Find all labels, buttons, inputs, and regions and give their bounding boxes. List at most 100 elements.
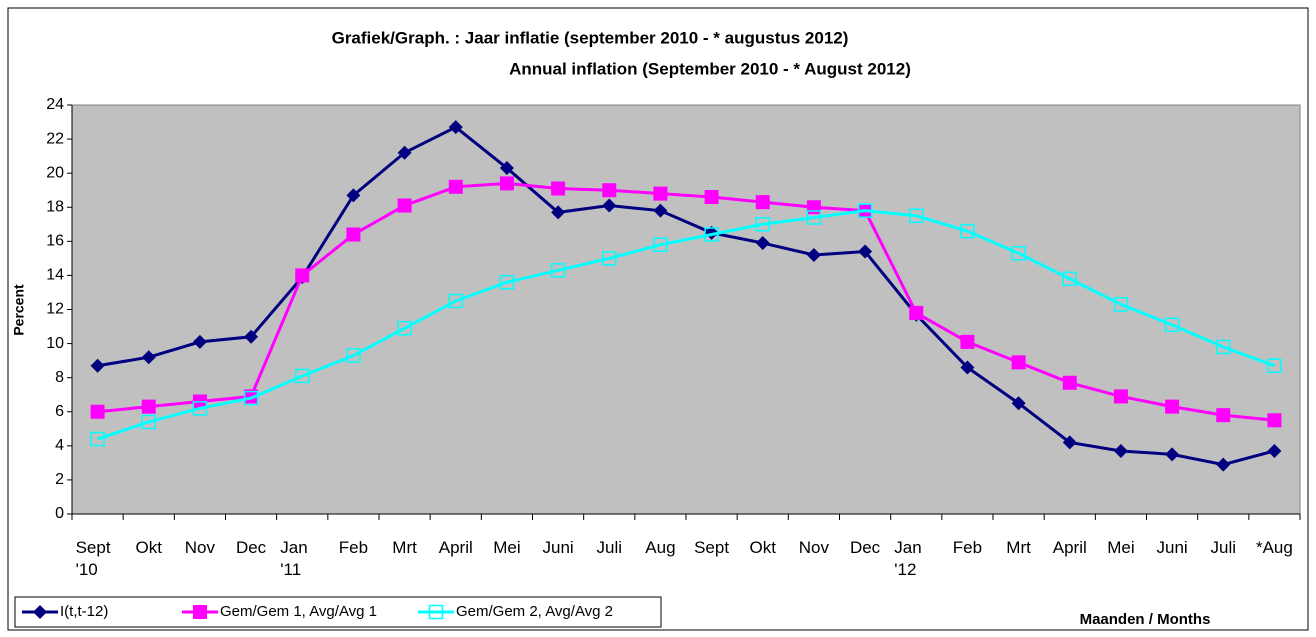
marker <box>1113 443 1128 458</box>
x-tick-label: Okt <box>135 538 162 557</box>
y-tick-label: 4 <box>55 437 64 454</box>
marker <box>858 244 873 259</box>
x-tick-label: Nov <box>798 538 830 557</box>
marker <box>1216 339 1231 355</box>
x-tick-label: Mrt <box>1006 538 1031 557</box>
x-tick-label: Jan '11 <box>280 538 308 579</box>
marker <box>1267 358 1282 373</box>
x-tick-label: Mrt <box>392 538 417 557</box>
marker <box>909 208 924 224</box>
y-tick-label: 2 <box>55 471 64 488</box>
x-axis-label: Maanden / Months <box>1080 611 1211 628</box>
x-tick-label: Dec <box>235 538 267 557</box>
x-tick-label: Dec <box>849 538 881 557</box>
marker <box>1165 399 1180 414</box>
marker <box>755 236 770 251</box>
marker <box>1165 447 1180 462</box>
marker <box>1164 317 1180 333</box>
marker <box>602 183 617 198</box>
series-line <box>97 125 1275 467</box>
x-tick-label: Feb <box>952 538 983 557</box>
marker <box>653 186 668 201</box>
marker <box>806 247 821 262</box>
marker <box>244 329 259 344</box>
marker <box>551 181 566 196</box>
x-tick-label: Juni <box>1156 538 1188 557</box>
y-tick-label: 24 <box>46 96 64 113</box>
marker <box>192 401 208 416</box>
marker <box>755 217 770 232</box>
x-tick-label: Okt <box>749 538 776 557</box>
marker <box>1062 375 1077 390</box>
x-tick-label: Juli <box>1210 538 1236 557</box>
legend-label: I(t,t-12) <box>60 603 108 620</box>
marker <box>141 350 156 365</box>
y-tick-label: 0 <box>55 505 64 522</box>
chart-title: Grafiek/Graph. : Jaar inflatie (septembe… <box>332 28 849 47</box>
x-tick-label: Sept '10 <box>75 538 111 579</box>
marker <box>192 334 207 349</box>
marker <box>960 334 975 349</box>
marker <box>806 200 821 215</box>
marker <box>602 198 617 213</box>
marker <box>704 190 719 205</box>
x-tick-label: Aug <box>645 538 676 557</box>
y-tick-label: 22 <box>46 130 64 147</box>
marker <box>909 305 924 320</box>
marker <box>857 203 873 218</box>
x-tick-label: Juni <box>542 538 574 557</box>
marker <box>960 223 975 239</box>
marker <box>551 205 566 220</box>
y-tick-label: 8 <box>55 369 64 386</box>
marker <box>1113 297 1129 312</box>
marker <box>346 227 361 242</box>
y-tick-label: 16 <box>46 233 64 250</box>
marker <box>448 293 463 309</box>
y-tick-label: 20 <box>46 164 64 181</box>
marker <box>1267 443 1282 458</box>
marker <box>346 188 361 203</box>
marker <box>704 227 719 242</box>
marker <box>1011 355 1026 370</box>
marker <box>602 251 617 266</box>
x-tick-label: Mei <box>493 538 521 557</box>
marker <box>653 203 668 218</box>
marker <box>295 268 310 283</box>
marker <box>653 237 668 252</box>
marker <box>755 195 770 210</box>
marker <box>1216 408 1231 423</box>
x-tick-label: *Aug <box>1255 538 1293 557</box>
marker <box>1062 271 1077 287</box>
series-line <box>97 209 1275 441</box>
marker <box>499 274 515 290</box>
marker <box>90 404 105 419</box>
marker <box>448 179 463 194</box>
marker <box>1216 457 1231 472</box>
marker <box>499 161 514 176</box>
y-tick-label: 12 <box>46 301 64 318</box>
series-line <box>97 181 1275 422</box>
marker <box>141 399 156 414</box>
marker <box>243 390 259 406</box>
marker <box>90 358 105 373</box>
marker <box>397 145 412 160</box>
y-tick-label: 10 <box>46 335 64 352</box>
marker <box>448 120 463 135</box>
x-tick-label: Feb <box>338 538 369 557</box>
marker <box>1011 396 1026 411</box>
y-tick-label: 18 <box>46 198 64 215</box>
y-tick-label: 6 <box>55 403 64 420</box>
legend-marker <box>33 605 47 619</box>
marker <box>346 348 361 363</box>
marker <box>295 368 310 384</box>
marker <box>806 210 822 225</box>
legend-marker <box>193 605 207 619</box>
marker <box>1113 389 1128 404</box>
x-tick-label: April <box>1052 538 1087 557</box>
x-tick-label: Mei <box>1107 538 1135 557</box>
marker <box>397 198 412 213</box>
marker <box>1062 435 1077 450</box>
legend-marker <box>428 604 444 620</box>
marker <box>1267 413 1282 428</box>
